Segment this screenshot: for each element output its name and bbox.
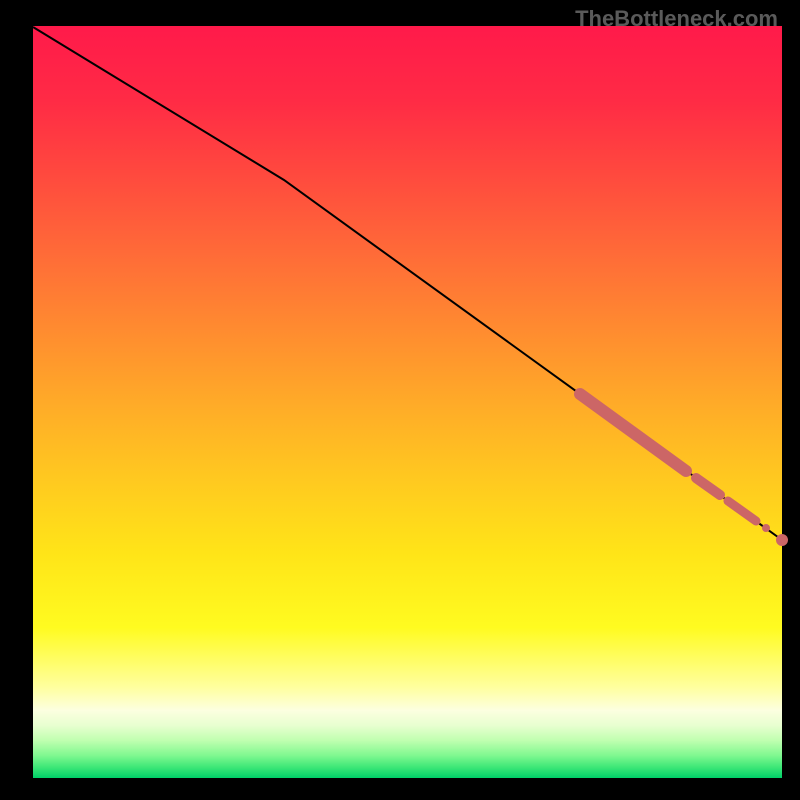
highlight-segment <box>728 501 756 521</box>
chart-container: TheBottleneck.com <box>0 0 800 800</box>
highlight-dot <box>776 534 788 546</box>
highlight-dot <box>762 524 770 532</box>
watermark-text: TheBottleneck.com <box>575 6 778 32</box>
highlight-segment <box>696 478 720 495</box>
chart-svg <box>0 0 800 800</box>
highlight-segment <box>580 394 686 471</box>
